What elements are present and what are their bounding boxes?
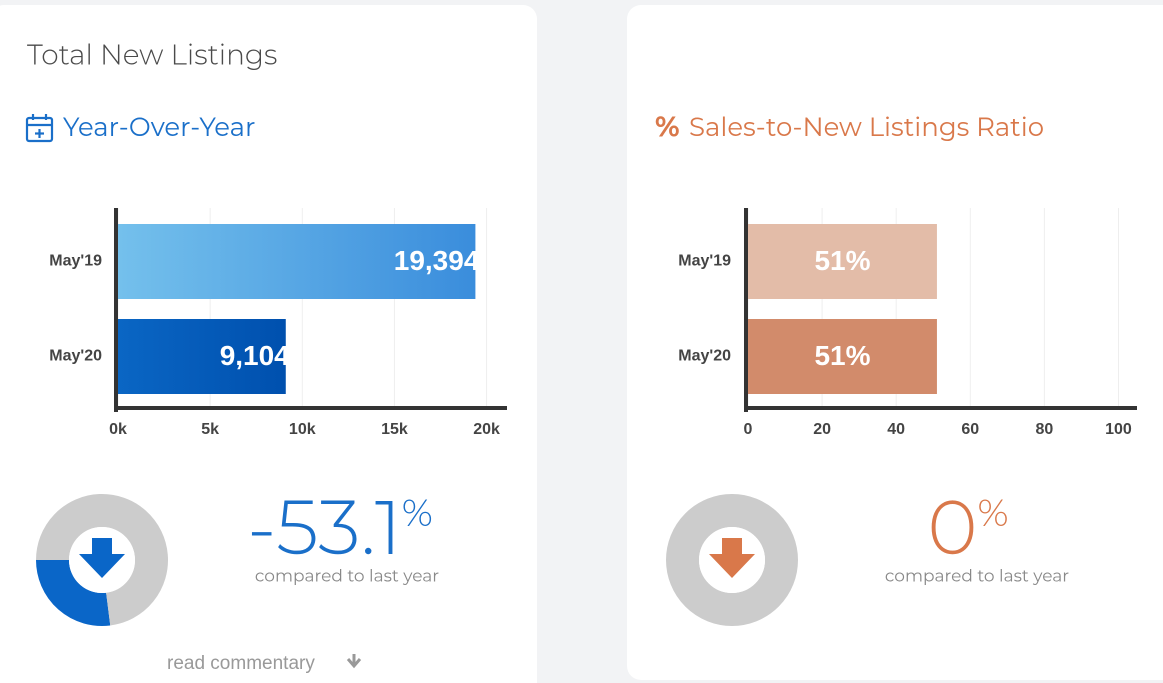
x-tick-label: 0 [744, 421, 753, 438]
x-tick-label: 0k [109, 421, 127, 438]
x-tick-label: 40 [887, 421, 905, 438]
value-label: 19,394 [394, 245, 480, 276]
change-number: -53.1 [247, 481, 402, 574]
calendar-icon [25, 114, 54, 143]
change-number: 0 [927, 481, 977, 574]
change-unit: % [402, 489, 433, 536]
donut-segment [36, 494, 168, 626]
x-tick-label: 10k [289, 421, 316, 438]
x-tick-label: 80 [1035, 421, 1053, 438]
bar [748, 224, 937, 299]
donut-segment [36, 559, 111, 626]
card-subtitle: Year-Over-Year [63, 111, 255, 143]
category-label: May'20 [49, 348, 102, 365]
x-tick-label: 20k [473, 421, 500, 438]
change-unit: % [977, 489, 1008, 536]
bar [118, 224, 476, 299]
category-label: May'19 [678, 253, 731, 270]
card-subtitle: Sales-to-New Listings Ratio [689, 111, 1044, 143]
x-tick-label: 5k [201, 421, 219, 438]
value-label: 9,104 [220, 340, 290, 371]
change-value: -53.1% [247, 481, 433, 574]
x-tick-label: 15k [381, 421, 408, 438]
value-label: 51% [814, 245, 870, 276]
caption: compared to last year [885, 566, 1069, 586]
card-title: Total New Listings [27, 38, 277, 72]
x-tick-label: 20 [813, 421, 831, 438]
percent-icon: % [655, 111, 680, 145]
caption: compared to last year [255, 566, 439, 586]
down-arrow [709, 538, 755, 578]
value-label: 51% [814, 340, 870, 371]
change-value: 0% [927, 481, 1008, 574]
bar [748, 319, 937, 394]
down-arrow [79, 538, 125, 578]
x-tick-label: 100 [1105, 421, 1132, 438]
category-label: May'19 [49, 253, 102, 270]
category-label: May'20 [678, 348, 731, 365]
donut-segment [666, 494, 798, 626]
x-tick-label: 60 [961, 421, 979, 438]
bar [118, 319, 286, 394]
down-arrow-icon[interactable] [346, 654, 362, 669]
read-commentary-link[interactable]: read commentary [167, 653, 315, 674]
